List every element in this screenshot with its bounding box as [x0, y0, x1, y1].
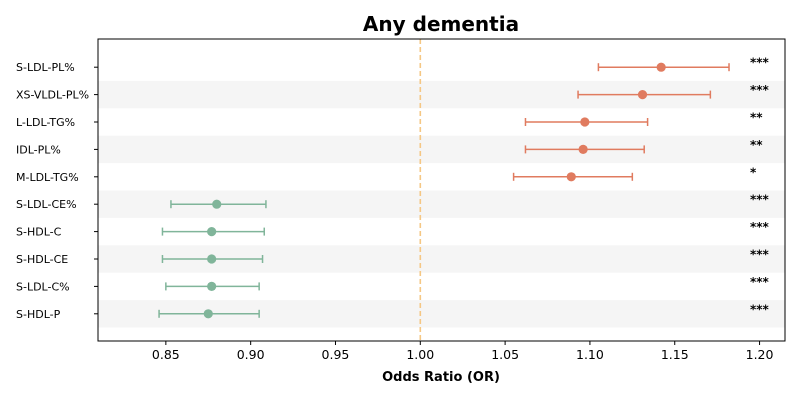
forest-row: [165, 281, 260, 291]
odds-ratio-point: [580, 117, 590, 127]
significance-label: **: [750, 111, 763, 125]
x-tick-label: 1.15: [661, 347, 689, 362]
odds-ratio-point: [566, 172, 576, 182]
y-tick-label: XS-VLDL-PL%: [16, 89, 89, 102]
odds-ratio-point: [203, 309, 213, 319]
y-tick-label: L-LDL-TG%: [16, 116, 75, 129]
x-axis-label: Odds Ratio (OR): [382, 370, 500, 385]
data-marks: [158, 62, 730, 319]
x-tick-label: 1.00: [406, 347, 434, 362]
chart-title: Any dementia: [363, 12, 519, 36]
x-tick-label: 0.90: [237, 347, 265, 362]
y-tick-label: S-HDL-C: [16, 226, 62, 239]
x-tick-label: 1.10: [576, 347, 604, 362]
significance-label: ***: [750, 302, 770, 316]
forest-row: [158, 309, 260, 319]
x-tick-label: 0.95: [322, 347, 350, 362]
y-tick-label: S-LDL-C%: [16, 280, 70, 293]
odds-ratio-point: [637, 90, 648, 100]
x-tick-label: 1.05: [491, 347, 519, 362]
odds-ratio-point: [212, 199, 222, 209]
forest-row: [597, 62, 730, 72]
y-tick-label: IDL-PL%: [16, 143, 61, 156]
y-tick-label: S-LDL-CE%: [16, 198, 77, 211]
significance-label: ***: [750, 248, 770, 262]
row-band: [98, 135, 785, 164]
odds-ratio-point: [207, 281, 217, 291]
x-tick-label: 1.20: [746, 347, 774, 362]
plot-frame: [97, 38, 786, 342]
significance-label: ***: [750, 275, 770, 289]
odds-ratio-point: [207, 254, 217, 264]
x-tick-label: 0.85: [152, 347, 180, 362]
forest-row: [161, 254, 264, 264]
odds-ratio-point: [656, 62, 666, 72]
significance-labels: **************************: [750, 56, 770, 317]
y-axis-ticks: S-LDL-PL% XS-VLDL-PL% L-LDL-TG% IDL-PL% M-LD…: [16, 61, 98, 321]
y-tick-label: M-LDL-TG%: [16, 171, 79, 184]
significance-label: ***: [750, 193, 770, 207]
forest-row: [524, 117, 649, 127]
odds-ratio-point: [578, 144, 588, 154]
significance-label: ***: [750, 83, 770, 97]
forest-row: [161, 227, 265, 237]
significance-label: ***: [750, 56, 770, 70]
odds-ratio-point: [207, 227, 217, 237]
forest-row: [524, 144, 645, 154]
y-tick-label: S-LDL-PL%: [16, 61, 75, 74]
forest-row: [577, 90, 712, 100]
y-tick-label: S-HDL-CE: [16, 253, 68, 266]
significance-label: *: [750, 165, 757, 179]
significance-label: ***: [750, 220, 770, 234]
y-tick-label: S-HDL-P: [16, 308, 61, 321]
x-axis-ticks: 0.85 0.90 0.95 1.00 1.05 1.10 1.15 1.20: [152, 341, 774, 362]
significance-label: **: [750, 138, 763, 152]
forest-row: [170, 199, 267, 209]
forest-row: [512, 172, 634, 182]
